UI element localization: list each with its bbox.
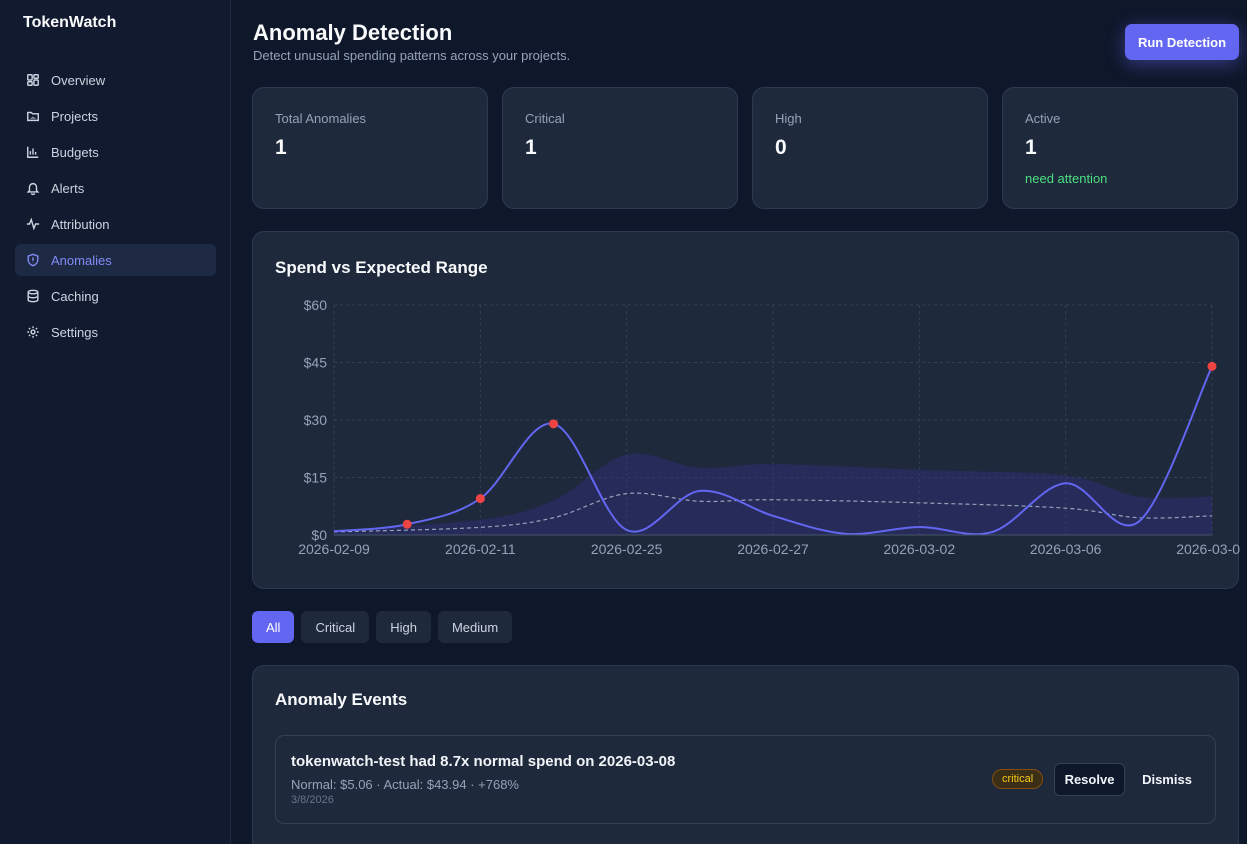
database-icon — [25, 288, 41, 304]
stat-value: 1 — [1025, 136, 1037, 159]
anomaly-event-row: tokenwatch-test had 8.7x normal spend on… — [275, 735, 1216, 824]
y-tick-label: $60 — [304, 297, 328, 313]
sidebar-item-label: Overview — [51, 72, 106, 88]
sidebar-item-attribution[interactable]: Attribution — [15, 208, 216, 240]
x-tick-label: 2026-02-09 — [298, 541, 370, 557]
spend-chart: $0 $15 $30 $45 $60 2026-02-09 2026-02-11 2026-0… — [298, 297, 1240, 557]
expected-range-band — [334, 453, 1212, 535]
sidebar-item-label: Budgets — [51, 144, 99, 160]
y-tick-label: $15 — [304, 470, 328, 486]
stat-label: High — [775, 111, 802, 126]
sidebar-item-caching[interactable]: Caching — [15, 280, 216, 312]
stat-value: 1 — [525, 136, 537, 159]
resolve-button[interactable]: Resolve — [1054, 763, 1125, 796]
y-tick-label: $0 — [311, 527, 327, 543]
stat-label: Active — [1025, 111, 1061, 126]
dashboard-icon — [25, 72, 41, 88]
sidebar-item-alerts[interactable]: Alerts — [15, 172, 216, 204]
x-tick-label: 2026-02-27 — [737, 541, 809, 557]
stat-card-critical: Critical 1 — [502, 87, 738, 209]
filter-all[interactable]: All — [252, 611, 295, 643]
stat-value: 1 — [275, 136, 287, 159]
sidebar-item-label: Projects — [51, 108, 98, 124]
sidebar-item-label: Alerts — [51, 180, 85, 196]
severity-filters: All Critical High Medium — [252, 611, 513, 643]
gear-icon — [25, 324, 41, 340]
bell-icon — [25, 180, 41, 196]
anomaly-events-card: Anomaly Events tokenwatch-test had 8.7x … — [252, 665, 1239, 844]
y-tick-label: $45 — [304, 355, 328, 371]
brand-logo[interactable]: TokenWatch — [23, 14, 117, 31]
event-detail: Normal: $5.06 · Actual: $43.94 · +768% — [291, 777, 519, 792]
event-date: 3/8/2026 — [291, 794, 334, 806]
sidebar-item-overview[interactable]: Overview — [15, 64, 216, 96]
filter-high[interactable]: High — [376, 611, 431, 643]
folder-icon — [25, 108, 41, 124]
sidebar-item-label: Attribution — [51, 216, 110, 232]
anomaly-point — [1207, 361, 1217, 371]
chart-title: Spend vs Expected Range — [275, 258, 488, 277]
stat-value: 0 — [775, 136, 787, 159]
sidebar-item-label: Caching — [51, 288, 99, 304]
stat-label: Critical — [525, 111, 565, 126]
main-content: Anomaly Detection Detect unusual spendin… — [231, 0, 1247, 844]
x-tick-label: 2026-02-11 — [445, 541, 516, 557]
activity-icon — [25, 216, 41, 232]
sidebar: TokenWatch Overview Projects Budgets — [0, 0, 231, 844]
run-detection-button[interactable]: Run Detection — [1125, 24, 1239, 60]
event-title: tokenwatch-test had 8.7x normal spend on… — [291, 753, 676, 770]
filter-critical[interactable]: Critical — [301, 611, 370, 643]
x-tick-label: 2026-03-02 — [884, 541, 956, 557]
sidebar-item-settings[interactable]: Settings — [15, 316, 216, 348]
stat-card-active: Active 1 need attention — [1002, 87, 1238, 209]
anomaly-point — [549, 419, 558, 429]
x-tick-label: 2026-02-25 — [591, 541, 663, 557]
severity-badge: critical — [992, 769, 1044, 789]
stat-note: need attention — [1025, 171, 1108, 186]
stat-card-high: High 0 — [752, 87, 988, 209]
anomaly-point — [402, 519, 412, 529]
sidebar-item-label: Anomalies — [51, 252, 112, 268]
sidebar-nav: Overview Projects Budgets Alerts — [15, 64, 216, 352]
page-subtitle: Detect unusual spending patterns across … — [253, 48, 571, 63]
page-title: Anomaly Detection — [253, 20, 453, 45]
sidebar-item-projects[interactable]: Projects — [15, 100, 216, 132]
actual-spend-line — [333, 365, 1213, 536]
bar-chart-icon — [25, 144, 41, 160]
events-title: Anomaly Events — [275, 690, 408, 709]
x-tick-label: 2026-03-08 — [1176, 541, 1240, 557]
sidebar-item-anomalies[interactable]: Anomalies — [15, 244, 216, 276]
stat-label: Total Anomalies — [275, 111, 367, 126]
shield-icon — [25, 252, 41, 268]
stat-card-total-anomalies: Total Anomalies 1 — [252, 87, 488, 209]
y-tick-label: $30 — [304, 412, 328, 428]
spend-chart-card: Spend vs Expected Range $0 $15 $30 $45 $60 20… — [252, 231, 1240, 589]
sidebar-item-budgets[interactable]: Budgets — [15, 136, 216, 168]
sidebar-item-label: Settings — [51, 324, 98, 340]
filter-medium[interactable]: Medium — [437, 611, 513, 643]
expected-spend-line — [333, 492, 1213, 533]
dismiss-button[interactable]: Dismiss — [1134, 763, 1200, 796]
anomaly-point — [475, 494, 485, 504]
x-tick-label: 2026-03-06 — [1030, 541, 1102, 557]
